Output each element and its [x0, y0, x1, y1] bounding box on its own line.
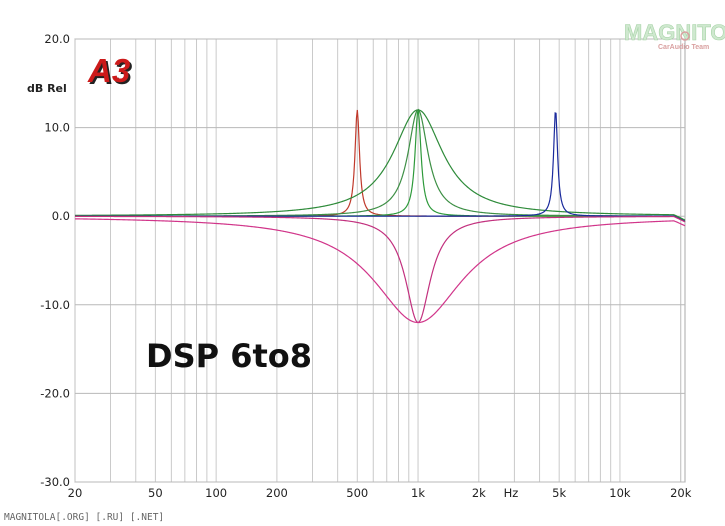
- x-tick-label: 10k: [609, 486, 631, 500]
- y-tick-label: 0.0: [52, 209, 70, 223]
- y-tick-label: -20.0: [40, 386, 70, 400]
- x-axis-ticks: 20 50 100 200 500 1k 2k 5k 10k 20k: [68, 486, 692, 500]
- footer-credit: MAGNITOLA[.ORG] [.RU] [.NET]: [4, 512, 164, 523]
- series-line: [74, 218, 686, 324]
- x-tick-label: 20k: [670, 486, 692, 500]
- x-tick-label: 100: [205, 486, 227, 500]
- y-axis-ticks: 20.0 10.0 0.0 -10.0 -20.0 -30.0: [40, 32, 70, 489]
- watermark-brand: MAGNITOLA: [624, 20, 725, 45]
- y-tick-label: 20.0: [44, 32, 70, 46]
- series-line: [75, 109, 686, 223]
- chart-title: DSP 6to8: [146, 337, 312, 375]
- y-axis-label: dB Rel: [27, 82, 67, 95]
- y-tick-label: -10.0: [40, 298, 70, 312]
- x-axis-label: Hz: [504, 486, 519, 500]
- watermark-logo: MAGNITOLA CarAudio Team: [624, 20, 725, 51]
- a3-badge-shadow: A3: [89, 54, 132, 91]
- chart-grid: [74, 38, 686, 483]
- x-tick-label: 5k: [552, 486, 566, 500]
- series-line: [75, 112, 686, 223]
- plot-frame: [74, 38, 686, 483]
- x-tick-label: 200: [266, 486, 288, 500]
- series-line: [75, 215, 686, 324]
- x-tick-label: 20: [68, 486, 83, 500]
- x-tick-label: 1k: [411, 486, 425, 500]
- chart-series: [74, 108, 686, 324]
- x-tick-label: 500: [346, 486, 368, 500]
- a3-badge-text: A3: [87, 52, 130, 89]
- x-tick-label: 2k: [472, 486, 486, 500]
- x-tick-label: 50: [148, 486, 163, 500]
- y-tick-label: -30.0: [40, 475, 70, 489]
- watermark-circle-icon: [680, 31, 690, 41]
- y-tick-label: 10.0: [44, 121, 70, 135]
- a3-badge: A3 A3: [87, 52, 132, 91]
- watermark-team: CarAudio Team: [658, 44, 709, 51]
- series-line: [75, 109, 686, 222]
- series-line: [75, 109, 686, 221]
